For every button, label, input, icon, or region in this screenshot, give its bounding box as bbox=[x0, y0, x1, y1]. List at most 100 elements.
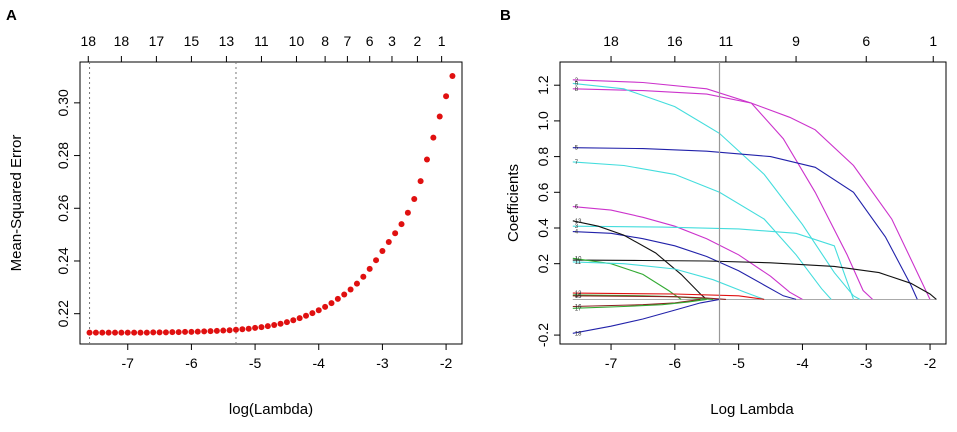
panel-a-mse-point bbox=[118, 329, 125, 336]
panel-b-coef-label: 6 bbox=[575, 205, 579, 211]
panel-a-top-tick-label: 18 bbox=[80, 33, 96, 49]
panel-a-mse-point bbox=[417, 178, 424, 185]
panel-a-mse-point bbox=[124, 329, 131, 336]
panel-a-mse-point bbox=[379, 247, 386, 254]
panel-a-mse-point bbox=[232, 326, 239, 333]
panel-a-top-tick-label: 13 bbox=[219, 33, 235, 49]
panel-a-x-axis-title: log(Lambda) bbox=[229, 401, 313, 418]
panel-a-mse-point bbox=[296, 315, 303, 322]
panel-b-y-tick-label: 1.2 bbox=[535, 75, 551, 95]
panel-a-mse-point bbox=[182, 328, 189, 335]
panel-a-x-tick-label: -6 bbox=[185, 355, 198, 371]
panel-a-mse-point bbox=[150, 329, 157, 336]
panel-a-mse-point bbox=[264, 323, 271, 330]
panel-a-mse-point bbox=[201, 328, 208, 335]
panel-b-coef-path-v12 bbox=[572, 292, 765, 300]
panel-a-mse-point bbox=[347, 286, 354, 293]
panel-a-mse-point bbox=[226, 327, 233, 334]
panel-b-coef-path-v2 bbox=[572, 79, 873, 300]
panel-b-coef-label: 8 bbox=[575, 87, 579, 93]
panel-b-coef-label: 1 bbox=[575, 258, 579, 264]
panel-b-x-tick-label: -5 bbox=[732, 355, 745, 371]
panel-a-mse-point bbox=[112, 329, 119, 336]
panel-b-coef-label: 10 bbox=[575, 256, 582, 262]
panel-b-coef-path-v9 bbox=[572, 82, 861, 300]
panel-b-y-tick-label: 0.4 bbox=[535, 218, 551, 238]
panel-b-coef-path-v13 bbox=[572, 220, 708, 300]
panel-a-mse-point bbox=[169, 329, 176, 336]
panel-a-mse-point bbox=[162, 329, 169, 336]
panel-a-mse-point bbox=[271, 322, 278, 329]
panel-b-letter: B bbox=[500, 7, 511, 24]
panel-a-mse-point bbox=[328, 300, 335, 307]
panel-b-y-tick-label: 1.0 bbox=[535, 111, 551, 131]
panel-b-coef-path-v15 bbox=[572, 295, 726, 300]
panel-a-top-tick-label: 3 bbox=[388, 33, 396, 49]
panel-a-mse-point bbox=[258, 324, 265, 331]
panel-b-coef-label: 4 bbox=[575, 230, 579, 236]
panel-a-top-tick-label: 10 bbox=[289, 33, 305, 49]
panel-a-mse-point bbox=[334, 295, 341, 302]
panel-a-mse-point bbox=[239, 326, 246, 333]
panel-a-top-tick-label: 18 bbox=[114, 33, 130, 49]
panel-b-y-axis-title: Coefficients bbox=[505, 164, 522, 242]
panel-b-coef-path-v1 bbox=[572, 259, 937, 300]
panel-a-top-tick-label: 2 bbox=[414, 33, 422, 49]
panel-b-coef-path-v18 bbox=[572, 298, 720, 334]
panel-b-top-tick-label: 18 bbox=[603, 33, 619, 49]
panel-a-plot-frame bbox=[79, 61, 463, 345]
panel-b-top-tick-label: 9 bbox=[792, 33, 800, 49]
panel-b-coef-label: 17 bbox=[575, 306, 582, 312]
panel-b-top-tick-label: 6 bbox=[862, 33, 870, 49]
panel-a-top-tick-label: 15 bbox=[184, 33, 200, 49]
panel-a-mse-point bbox=[398, 221, 405, 228]
panel-a-mse-point bbox=[86, 329, 93, 336]
panel-b-coef-path-v7 bbox=[572, 161, 832, 300]
panel-a-mse-point bbox=[443, 93, 450, 100]
panel-b-coef-path-v3 bbox=[572, 225, 855, 300]
panel-a-x-tick-label: -3 bbox=[376, 355, 389, 371]
panel-a-top-tick-label: 17 bbox=[149, 33, 165, 49]
panel-a-mse-point bbox=[283, 319, 290, 326]
panel-a-mse-point bbox=[277, 320, 284, 327]
panel-a-x-tick-label: -4 bbox=[313, 355, 326, 371]
panel-a-mse-point bbox=[143, 329, 150, 336]
panel-b-coef-path-v11 bbox=[572, 261, 765, 300]
panel-b-top-tick-label: 11 bbox=[719, 33, 734, 49]
panel-a-y-axis-title: Mean-Squared Error bbox=[8, 135, 25, 272]
panel-b-coef-label: 15 bbox=[575, 294, 582, 300]
panel-a-mse-point bbox=[220, 327, 227, 334]
panel-b-x-tick-label: -6 bbox=[669, 355, 682, 371]
panel-a-y-tick-label: 0.24 bbox=[55, 247, 71, 274]
panel-b-coef-label: 12 bbox=[575, 291, 582, 297]
panel-b-coef-path-v16 bbox=[572, 298, 701, 308]
panel-a-mse-point bbox=[303, 312, 310, 319]
panel-a-mse-point bbox=[366, 265, 373, 272]
panel-b-coef-path-v5 bbox=[572, 147, 918, 300]
panel-a-mse-point bbox=[449, 72, 456, 79]
panel-a-mse-point bbox=[353, 280, 360, 287]
panel-a-mse-point bbox=[309, 310, 316, 317]
panel-a-mse-point bbox=[245, 325, 252, 332]
panel-a-top-tick-label: 7 bbox=[344, 33, 352, 49]
panel-a-mse-point bbox=[105, 329, 112, 336]
panel-a-mse-point bbox=[341, 291, 348, 298]
panel-b-top-tick-label: 16 bbox=[667, 33, 683, 49]
panel-a-x-tick-label: -5 bbox=[249, 355, 262, 371]
panel-a-x-tick-label: -7 bbox=[122, 355, 135, 371]
panel-b-coef-path-v6 bbox=[572, 206, 803, 300]
panel-b-coef-path-v17 bbox=[572, 298, 707, 309]
panel-b-coef-label: 5 bbox=[575, 146, 579, 152]
panel-b-coef-label: 11 bbox=[575, 260, 582, 266]
panel-a-mse-point bbox=[423, 156, 430, 163]
panel-a-top-tick-label: 11 bbox=[254, 33, 269, 49]
panel-b-coef-label: 18 bbox=[575, 331, 582, 337]
panel-a-y-tick-label: 0.26 bbox=[55, 194, 71, 221]
panel-a-mse-point bbox=[373, 257, 380, 264]
panel-b-coef-label: 16 bbox=[575, 305, 582, 311]
panel-a-mse-point bbox=[92, 329, 99, 336]
panel-a-mse-point bbox=[131, 329, 138, 336]
panel-b-plot-frame bbox=[559, 61, 947, 345]
panel-a-mse-point bbox=[315, 307, 322, 314]
panel-a-mse-point bbox=[207, 328, 214, 335]
